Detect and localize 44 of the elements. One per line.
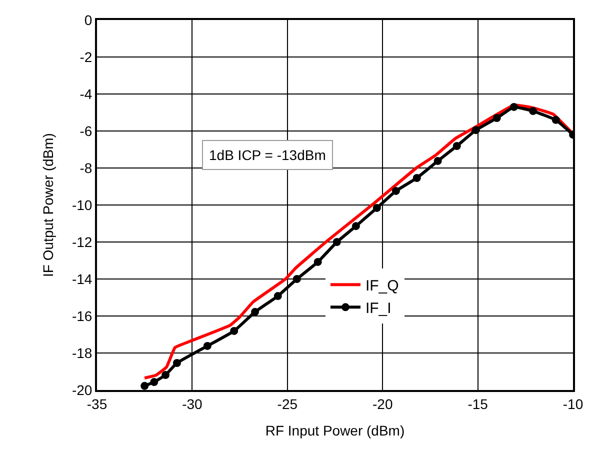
point — [274, 292, 282, 300]
y-axis-title: IF Output Power (dBm) — [40, 133, 56, 277]
y-tick-label: -16 — [72, 308, 92, 324]
x-tick-label: -25 — [277, 396, 298, 412]
point — [150, 378, 158, 386]
y-tick-label: -4 — [80, 86, 92, 102]
y-tick-label: -18 — [72, 344, 92, 361]
point — [230, 326, 238, 335]
x-tick-label: -10 — [562, 396, 584, 412]
x-tick-label: -30 — [182, 396, 203, 412]
point — [251, 308, 260, 316]
point — [172, 358, 181, 367]
legend-label: IF_Q — [365, 278, 399, 294]
point — [292, 275, 301, 283]
legend-label: IF_I — [365, 300, 392, 317]
point — [392, 186, 400, 195]
y-tick-label: -14 — [72, 270, 92, 287]
point — [529, 107, 538, 116]
point — [332, 238, 341, 246]
x-tick-label: -35 — [86, 396, 108, 412]
y-tick-label: -2 — [80, 48, 92, 65]
point — [472, 126, 480, 134]
point — [140, 382, 149, 390]
point — [372, 204, 381, 212]
point — [203, 342, 212, 350]
point — [162, 371, 170, 380]
x-tick-label: -20 — [372, 396, 393, 412]
point — [314, 258, 322, 266]
point — [492, 114, 501, 122]
point — [352, 222, 360, 230]
point — [412, 174, 421, 182]
point — [434, 156, 442, 165]
y-tick-label: -12 — [72, 234, 92, 250]
y-tick-label: -20 — [72, 382, 92, 398]
point — [510, 102, 518, 111]
point — [452, 142, 461, 150]
y-tick-label: 0 — [84, 12, 92, 28]
y-tick-label: -8 — [80, 160, 92, 176]
y-tick-label: -10 — [72, 196, 92, 213]
y-tick-label: -6 — [80, 122, 92, 139]
point — [552, 116, 560, 124]
x-axis-title: RF Input Power (dBm) — [265, 422, 405, 439]
x-tick-label: -15 — [468, 396, 488, 412]
annotation: 1dB ICP = -13dBm — [209, 147, 326, 163]
